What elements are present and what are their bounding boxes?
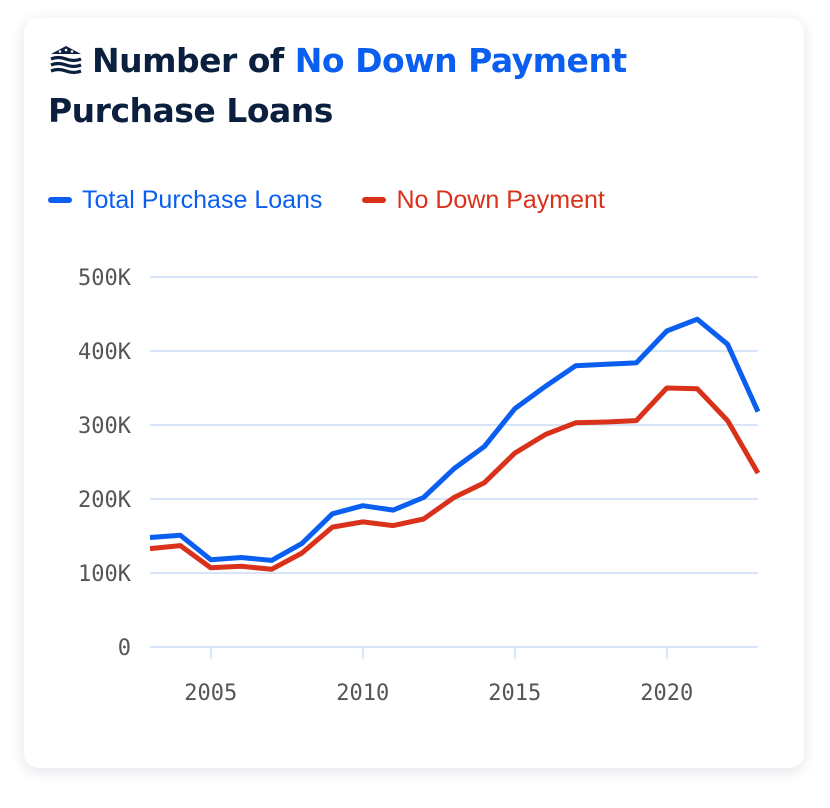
series-line-total [149, 316, 761, 563]
house-flag-icon [50, 46, 82, 75]
legend-label-total: Total Purchase Loans [82, 185, 323, 214]
legend-item-nodown: No Down Payment [362, 185, 605, 215]
y-tick-label: 500K [78, 266, 132, 291]
y-tick-label: 400K [78, 340, 132, 365]
x-tick-label: 2005 [184, 681, 237, 706]
legend-swatch-total [48, 197, 72, 203]
chart-title: Number of No Down Payment Purchase Loans [48, 36, 708, 136]
x-tick-label: 2015 [488, 681, 541, 706]
title-suffix: Purchase Loans [48, 91, 333, 130]
chart-card [24, 18, 804, 768]
title-highlight: No Down Payment [294, 41, 627, 80]
y-tick-label: 200K [78, 488, 132, 513]
x-axis-tick-labels: 2005 2010 2015 2020 [184, 681, 693, 706]
series-lines [149, 316, 761, 572]
title-prefix: Number of [92, 41, 284, 80]
legend-swatch-nodown [362, 197, 387, 203]
legend-item-total: Total Purchase Loans [48, 186, 322, 215]
y-tick-label: 300K [78, 414, 132, 439]
x-tick-label: 2010 [336, 681, 389, 706]
legend-label-nodown: No Down Payment [396, 185, 605, 214]
y-axis-tick-labels: 0 100K 200K 300K 400K 500K [78, 266, 132, 661]
x-tick-label: 2020 [640, 681, 693, 706]
series-line-nodown [149, 385, 761, 572]
y-tick-label: 100K [78, 562, 132, 587]
y-tick-label: 0 [118, 636, 131, 661]
chart-legend: Total Purchase Loans No Down Payment [48, 182, 645, 218]
